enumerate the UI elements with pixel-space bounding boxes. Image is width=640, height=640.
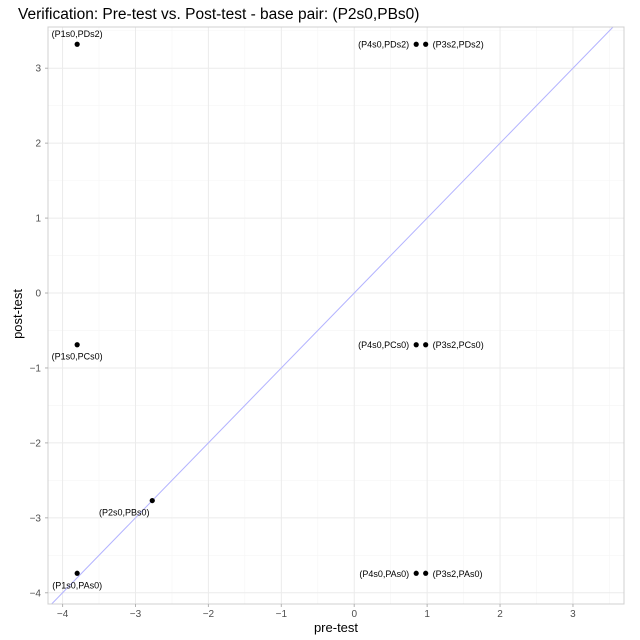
y-tick-label: 3: [35, 64, 41, 75]
x-tick-label: −4: [57, 609, 69, 620]
point-label: (P2s0,PBs0): [99, 508, 150, 518]
x-tick-label: −3: [130, 609, 142, 620]
y-tick-label: −2: [30, 438, 42, 449]
data-point: [413, 570, 419, 576]
y-axis-title: post-test: [10, 289, 25, 339]
y-tick-label: 0: [35, 289, 41, 300]
point-label: (P1s0,PAs0): [52, 580, 102, 590]
y-tick-label: −1: [30, 363, 42, 374]
data-points: [74, 41, 429, 576]
x-tick-label: 3: [570, 609, 576, 620]
x-tick-label: −2: [203, 609, 215, 620]
point-label: (P3s2,PDs2): [433, 40, 484, 50]
y-tick-label: −3: [30, 513, 42, 524]
plot-panel: [47, 26, 625, 605]
x-tick-label: −1: [276, 609, 288, 620]
data-point: [74, 41, 80, 47]
point-label: (P1s0,PCs0): [52, 352, 103, 362]
x-tick-label: 2: [497, 609, 503, 620]
data-point: [423, 570, 429, 576]
x-tick-label: 0: [351, 609, 357, 620]
axis-ticks: −4 −3 −2 −1 0 1 2 3 −4 −3 −2 −1 0 1 2 3: [30, 64, 577, 620]
y-tick-label: 1: [35, 214, 41, 225]
data-point: [74, 342, 80, 348]
point-label: (P3s2,PAs0): [433, 569, 483, 579]
point-label: (P1s0,PDs2): [52, 29, 103, 39]
x-tick-label: 1: [424, 609, 430, 620]
x-axis-title: pre-test: [314, 620, 358, 635]
identity-reference-line: [51, 26, 614, 605]
reference-line-layer: [51, 26, 614, 605]
point-label: (P4s0,PDs2): [358, 40, 409, 50]
data-point: [423, 342, 429, 348]
y-tick-label: 2: [35, 139, 41, 150]
point-label: (P3s2,PCs0): [433, 340, 484, 350]
chart-title: Verification: Pre-test vs. Post-test - b…: [18, 6, 419, 23]
point-label: (P4s0,PAs0): [359, 569, 409, 579]
grid: [48, 27, 624, 604]
y-tick-label: −4: [30, 588, 42, 599]
data-point: [423, 41, 429, 47]
point-labels: (P1s0,PDs2) (P4s0,PDs2) (P3s2,PDs2) (P1s0,P…: [52, 29, 484, 590]
point-label: (P4s0,PCs0): [358, 340, 409, 350]
data-point: [413, 342, 419, 348]
data-point: [413, 41, 419, 47]
data-point: [149, 497, 155, 504]
data-point: [74, 570, 80, 576]
